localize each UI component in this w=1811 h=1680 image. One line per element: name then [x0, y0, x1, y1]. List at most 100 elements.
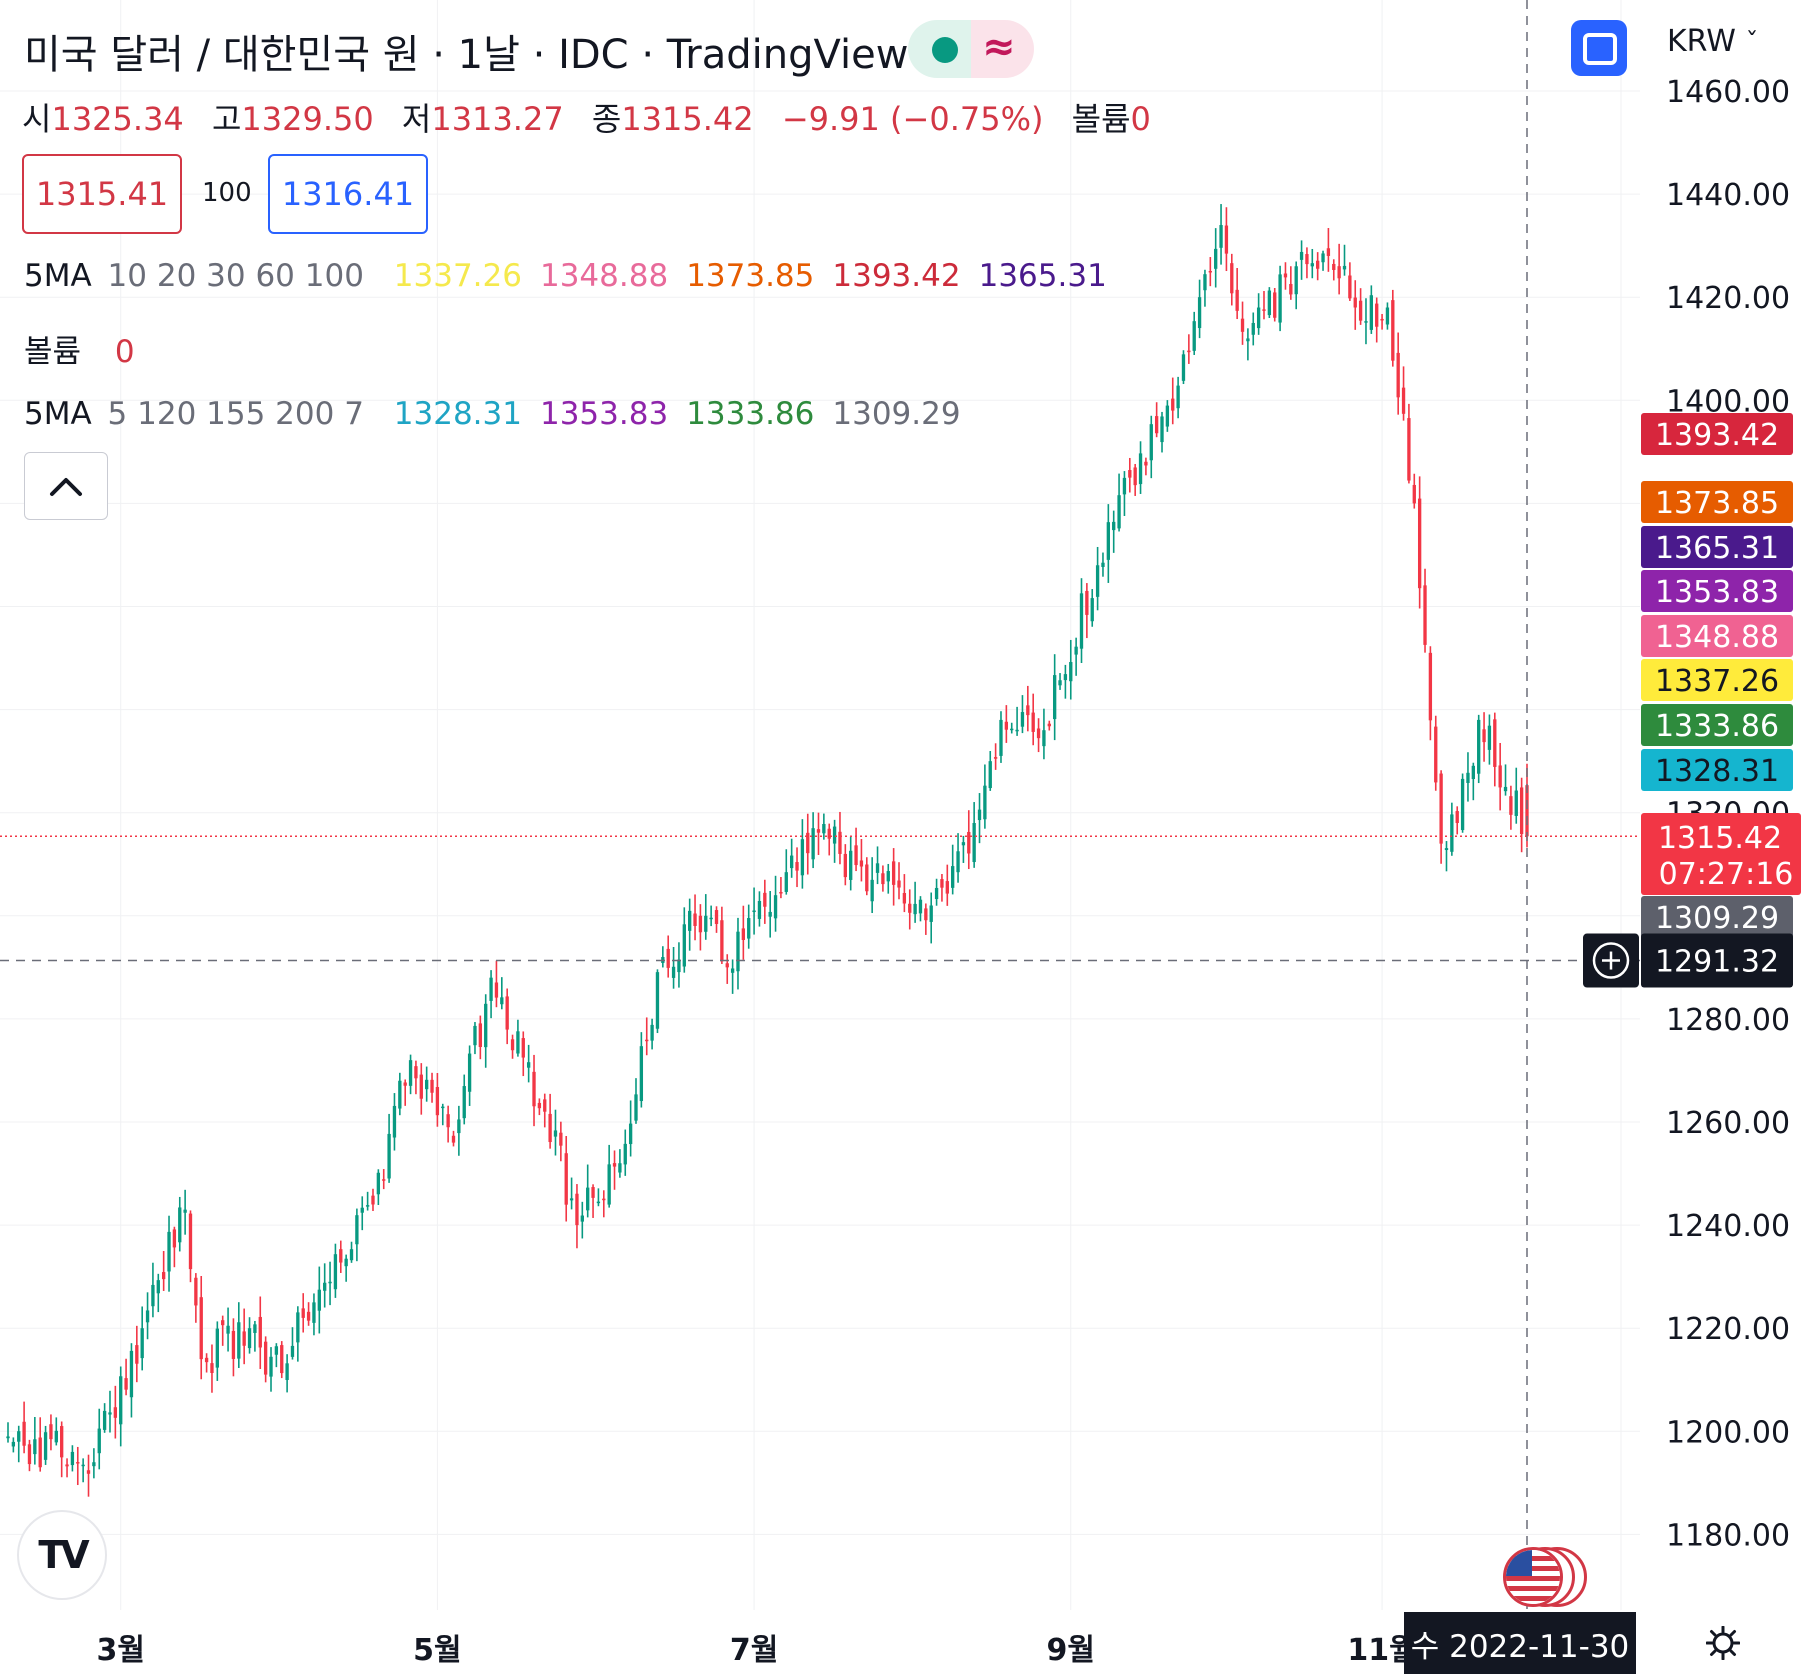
candle	[306, 1302, 311, 1326]
candle-body	[795, 862, 799, 871]
candle-body	[382, 1179, 386, 1181]
candle	[1165, 400, 1170, 432]
open-label: 시	[22, 100, 52, 138]
indicator-ma-2[interactable]: 5MA 5 120 155 200 7 1328.31 1353.83 1333.8…	[24, 396, 979, 432]
candle	[688, 898, 692, 951]
candle-body	[806, 832, 810, 854]
candle-body	[119, 1376, 123, 1425]
candle-body	[1020, 712, 1025, 727]
candle	[258, 1296, 262, 1369]
time-axis[interactable]: 3월 5월 7월 9월 11월	[0, 1610, 1640, 1680]
candle-body	[408, 1060, 413, 1086]
candle	[1063, 664, 1068, 699]
candle	[392, 1093, 397, 1151]
candle-body	[258, 1316, 262, 1348]
candle	[365, 1191, 370, 1211]
candle	[1396, 332, 1400, 415]
candle	[661, 946, 665, 968]
candle-body	[972, 823, 976, 863]
candle-body	[1176, 385, 1180, 409]
candle	[1192, 311, 1196, 355]
candle	[532, 1054, 536, 1127]
candle-body	[135, 1345, 139, 1364]
candle	[355, 1208, 359, 1262]
candle	[473, 1022, 477, 1055]
indicator-ma-1[interactable]: 5MA 10 20 30 60 100 1337.26 1348.88 1373.8…	[24, 258, 1125, 294]
candle-body	[108, 1412, 112, 1415]
gear-icon[interactable]	[1706, 1626, 1740, 1660]
candle	[1208, 257, 1212, 287]
candle	[60, 1421, 64, 1478]
candle	[870, 857, 874, 914]
candle-body	[11, 1441, 16, 1447]
candle-body	[1514, 790, 1518, 816]
collapse-legend-button[interactable]	[24, 452, 108, 520]
buy-button[interactable]: 1316.41	[268, 154, 428, 234]
candle	[70, 1445, 75, 1472]
candle-body	[1128, 470, 1132, 478]
candle	[891, 848, 896, 906]
price-tick-label: 1440.00	[1666, 178, 1790, 213]
spread-value: 100	[202, 178, 252, 208]
candle-body	[709, 917, 713, 920]
candle-body	[967, 831, 971, 854]
candle	[1047, 720, 1051, 731]
tradingview-logo[interactable]: TV	[17, 1510, 107, 1600]
market-status-pill[interactable]: ≈	[908, 20, 1034, 78]
candle-body	[602, 1198, 606, 1201]
plus-circle-icon[interactable]	[1592, 942, 1630, 979]
ma1-value-4: 1365.31	[978, 258, 1107, 294]
candle-body	[1482, 729, 1486, 743]
candle-body	[269, 1356, 273, 1377]
candle	[500, 977, 504, 1010]
candle	[988, 751, 992, 791]
indicator-volume[interactable]: 볼륨 0	[24, 326, 135, 371]
candle-body	[414, 1066, 418, 1079]
candle-body	[451, 1135, 456, 1143]
candle-body	[323, 1282, 327, 1291]
candle-body	[1299, 251, 1304, 260]
ma1-value-2: 1373.85	[686, 258, 815, 294]
candle-body	[1455, 811, 1459, 824]
close-label: 종	[591, 100, 622, 138]
price-tick-label: 1420.00	[1666, 281, 1790, 316]
candle	[671, 946, 676, 989]
candle-body	[645, 1039, 649, 1042]
price-badge: 1333.86	[1641, 704, 1793, 746]
candle	[119, 1366, 123, 1447]
price-badge-bg	[1641, 704, 1793, 746]
candle-body	[822, 824, 826, 834]
candle	[54, 1417, 58, 1446]
candle	[929, 892, 933, 944]
candle	[204, 1353, 209, 1373]
candle-body	[1214, 248, 1218, 269]
sell-button[interactable]: 1315.41	[22, 154, 182, 234]
fullscreen-button[interactable]	[1571, 20, 1627, 76]
candle-body	[296, 1312, 300, 1343]
candle-body	[1197, 297, 1202, 329]
candle-body	[274, 1346, 279, 1355]
candle-body	[875, 863, 880, 873]
candle	[607, 1144, 611, 1208]
candle	[210, 1344, 214, 1393]
candle-body	[27, 1444, 32, 1465]
candle-body	[1278, 274, 1282, 323]
price-badge: 1373.85	[1641, 481, 1793, 523]
time-tick-label: 5월	[413, 1633, 461, 1668]
approx-icon: ≈	[982, 24, 1016, 70]
candle-body	[1138, 453, 1143, 485]
candle	[1299, 240, 1304, 280]
candle	[1128, 457, 1132, 493]
us-flag-icon[interactable]	[1497, 1547, 1587, 1607]
candle	[172, 1226, 177, 1268]
candle-body	[43, 1432, 48, 1460]
candle	[752, 887, 756, 935]
candle-body	[1165, 405, 1170, 427]
candle-body	[1439, 773, 1443, 844]
candle	[709, 905, 713, 927]
candle-body	[1251, 322, 1255, 335]
currency-selector[interactable]: KRW ˇ	[1667, 24, 1759, 59]
candle-body	[494, 982, 499, 998]
candle-body	[1466, 772, 1470, 783]
